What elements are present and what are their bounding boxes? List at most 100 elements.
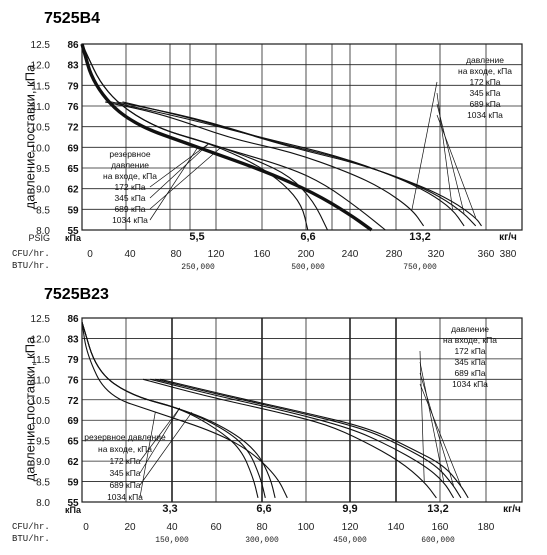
kpa-tick-label: 55 — [67, 498, 79, 509]
legend-right-entry: 1034 кПа — [452, 379, 488, 389]
psig-tick-label: 9.5 — [36, 164, 50, 175]
kpa-tick-label: 83 — [67, 61, 79, 72]
psig-tick-label: 11.0 — [31, 375, 50, 386]
psig-tick-label: 12.5 — [31, 40, 51, 51]
psig-tick-label: 10.5 — [31, 396, 51, 407]
btu-tick-label: 450,000 — [333, 536, 367, 545]
legend-right-entry: давление — [466, 55, 504, 65]
psig-tick-label: 10.5 — [31, 123, 51, 134]
kgh-tick-label: 5,5 — [189, 231, 204, 243]
series-line — [81, 322, 288, 499]
legend-leader-line — [149, 142, 210, 188]
cfu-tick-label: 160 — [254, 249, 271, 260]
legend-leader-line — [149, 147, 199, 221]
psig-tick-label: 9.0 — [36, 185, 50, 196]
chart-title-7525b23: 7525B23 — [44, 286, 109, 303]
legend-right-entry: 172 кПа — [454, 346, 485, 356]
cfu-tick-label: 380 — [500, 249, 517, 260]
cfu-tick-label: 240 — [342, 249, 359, 260]
kgh-tick-label: 3,3 — [162, 503, 177, 515]
btu-tick-label: 250,000 — [181, 263, 215, 272]
plot-frame — [81, 43, 523, 231]
psig-label: PSIG — [28, 233, 50, 243]
chart-7525b23: 12.5 86 12.0 83 11.5 79 11.0 76 10.5 72 10.0 69 9.5 6… — [12, 314, 523, 545]
legend-leader-line — [436, 92, 453, 210]
legend-leader-line — [436, 114, 477, 218]
series-line — [122, 101, 482, 227]
cfu-tick-label: 120 — [342, 522, 359, 533]
legend-left-entry: 1034 кПа — [112, 215, 148, 225]
legend-right-entry: 689 кПа — [454, 368, 485, 378]
cfu-tick-label: 200 — [298, 249, 315, 260]
cfu-tick-label: 80 — [256, 522, 268, 533]
kpa-tick-label: 62 — [67, 457, 79, 468]
cfu-tick-label: 180 — [478, 522, 495, 533]
btu-tick-label: 500,000 — [291, 263, 325, 272]
legend-right-entry: 345 кПа — [469, 88, 500, 98]
kpa-tick-label: 83 — [67, 334, 79, 345]
series-line — [116, 101, 477, 227]
psig-tick-label: 12.5 — [31, 314, 51, 325]
kgh-tick-label: 13,2 — [409, 231, 430, 243]
legend-right-entry: 1034 кПа — [467, 110, 503, 120]
psig-tick-label: 12.0 — [31, 61, 51, 72]
legend-left-entry: 172 кПа — [109, 456, 140, 466]
psig-tick-label: 9.0 — [36, 457, 50, 468]
legend-leader-line — [419, 383, 462, 486]
kpa-tick-label: 76 — [67, 375, 79, 386]
kpa-label: кПа — [65, 505, 82, 515]
series-line — [110, 101, 465, 227]
psig-tick-label: 11.5 — [31, 81, 50, 92]
cfu-tick-label: 0 — [87, 249, 93, 260]
psig-tick-label: 11.0 — [31, 102, 50, 113]
chart-title-7525b4: 7525B4 — [44, 10, 101, 27]
series-line — [81, 321, 259, 499]
legend-right-entry: на входе, кПа — [458, 66, 512, 76]
btu-label: BTU/hr. — [12, 261, 50, 271]
kpa-tick-label: 62 — [67, 185, 79, 196]
cfu-tick-label: 140 — [388, 522, 405, 533]
psig-tick-label: 8.0 — [36, 498, 50, 509]
psig-tick-label: 11.5 — [31, 355, 50, 366]
legend-right-entry: 172 кПа — [469, 77, 500, 87]
cfu-tick-label: 40 — [166, 522, 178, 533]
psig-tick-label: 10.0 — [31, 143, 51, 154]
kpa-tick-label: 59 — [67, 205, 79, 216]
kpa-label: кПа — [65, 233, 82, 243]
legend-leader-line — [139, 411, 156, 498]
btu-label: BTU/hr. — [12, 534, 50, 544]
kgh-tick-label: 13,2 — [427, 503, 448, 515]
series-line — [81, 321, 276, 499]
legend-left-entry: 345 кПа — [114, 193, 145, 203]
psig-tick-label: 8.0 — [36, 226, 50, 237]
psig-tick-label: 10.0 — [31, 416, 51, 427]
cfu-tick-label: 320 — [428, 249, 445, 260]
kgh-tick-label: 6,6 — [256, 503, 271, 515]
legend-right-entry: давление — [451, 324, 489, 334]
legend-leader-line — [419, 361, 445, 482]
legend-left-entry: на входе, кПа — [103, 171, 157, 181]
legend-left-entry: 689 кПа — [114, 204, 145, 214]
series-line — [160, 378, 469, 499]
cfu-tick-label: 20 — [124, 522, 136, 533]
kpa-tick-label: 72 — [67, 123, 79, 134]
legend-leader-line — [139, 411, 193, 486]
kpa-tick-label: 69 — [67, 416, 79, 427]
cfu-label: CFU/hr. — [12, 522, 50, 532]
kpa-tick-label: 79 — [67, 355, 79, 366]
legend-left-entry: резервное — [109, 149, 150, 159]
cfu-label: CFU/hr. — [12, 249, 50, 259]
legend-right-entry: на входе, кПа — [443, 335, 497, 345]
psig-tick-label: 8.5 — [36, 205, 50, 216]
cfu-tick-label: 160 — [432, 522, 449, 533]
kpa-tick-label: 86 — [67, 40, 79, 51]
legend-left-entry: 1034 кПа — [107, 492, 143, 502]
legend-right-entry: 689 кПа — [469, 99, 500, 109]
kpa-tick-label: 86 — [67, 314, 79, 325]
kpa-tick-label: 65 — [67, 164, 79, 175]
series-line — [142, 378, 437, 499]
legend-right-entry: 345 кПа — [454, 357, 485, 367]
legend-leader-line — [419, 350, 425, 482]
kpa-tick-label: 79 — [67, 81, 79, 92]
kgh-label: кг/ч — [503, 504, 521, 515]
